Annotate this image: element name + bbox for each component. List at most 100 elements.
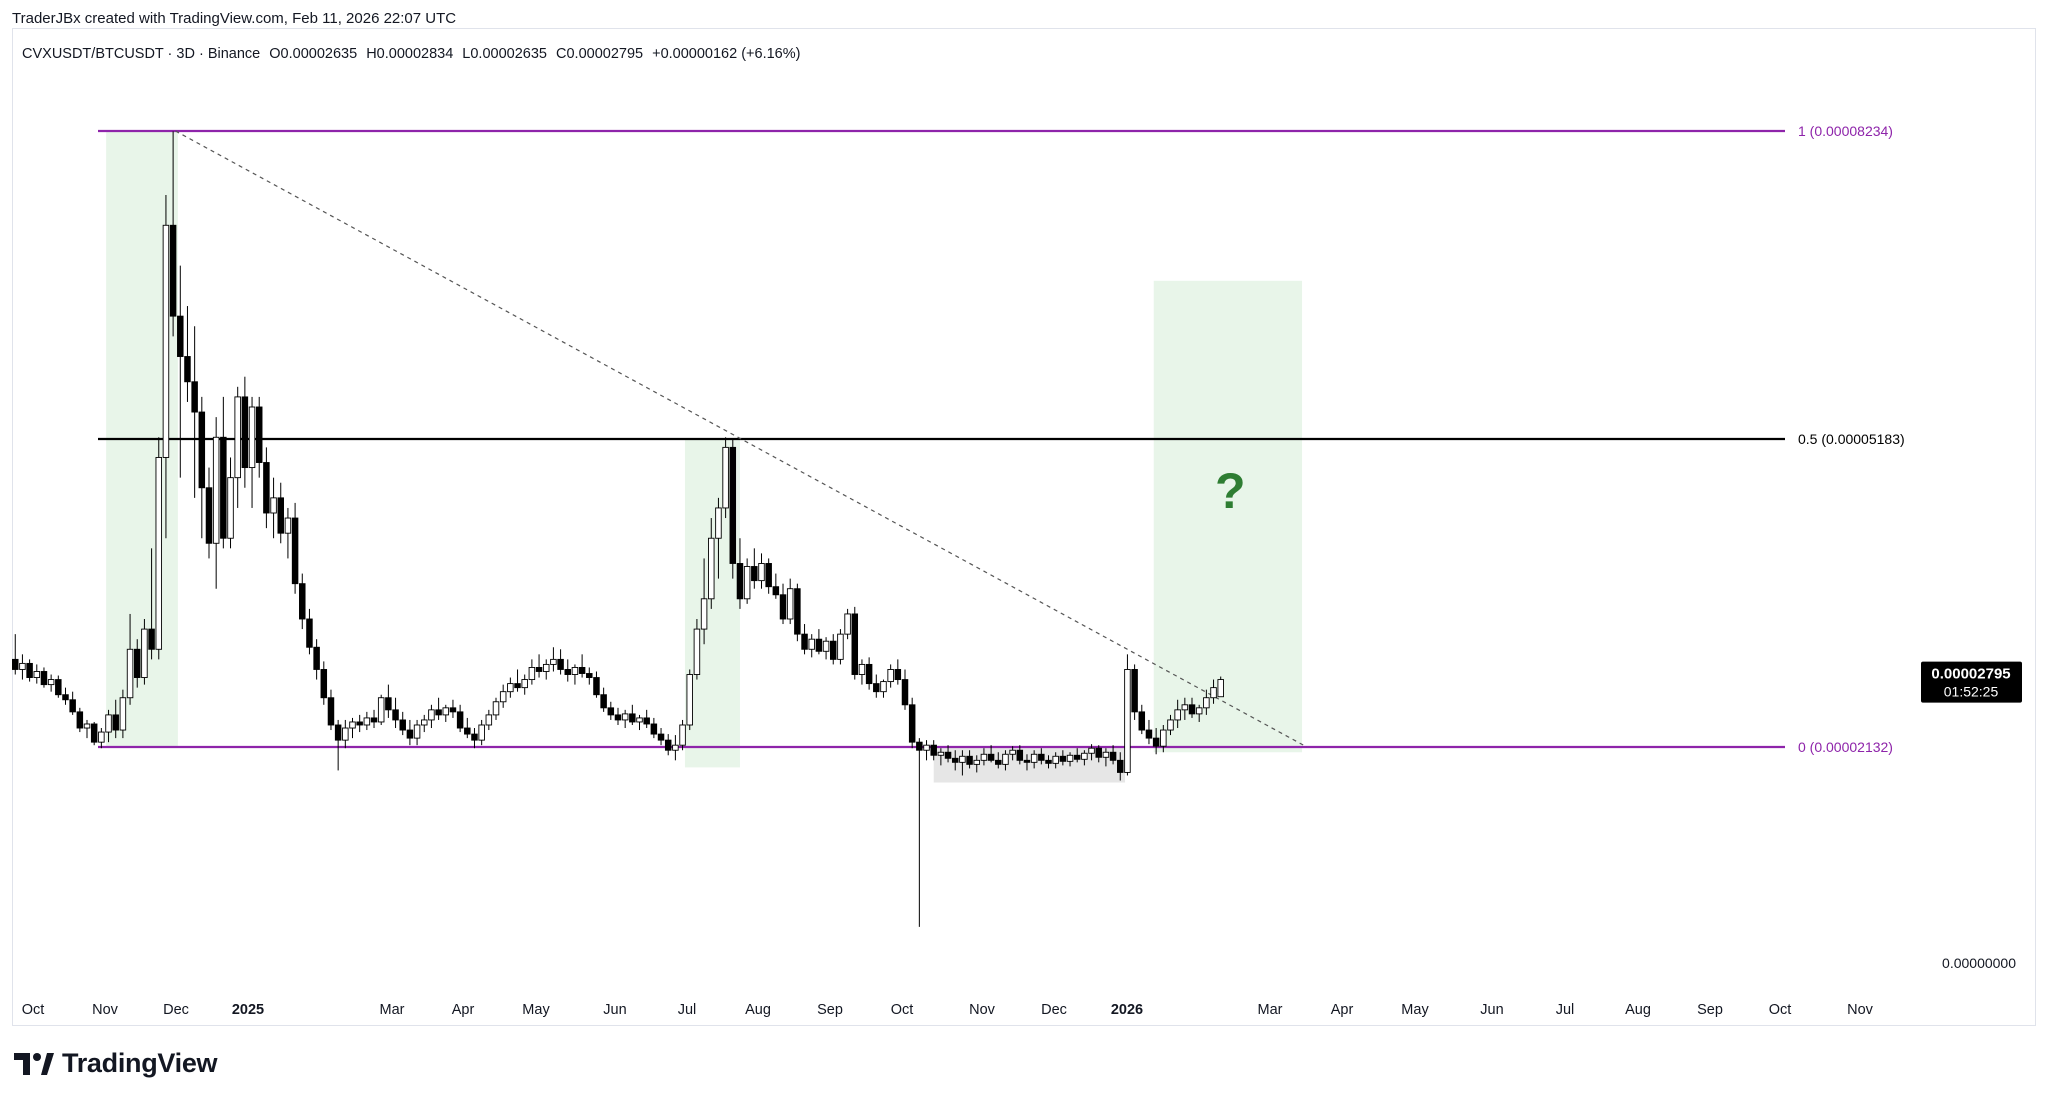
candle xyxy=(98,728,105,749)
candle xyxy=(263,447,270,529)
candle-body xyxy=(1174,709,1181,721)
candle xyxy=(894,659,902,685)
candle xyxy=(33,664,41,684)
candle-body xyxy=(514,683,521,689)
candle-body xyxy=(600,694,607,709)
symbol-info-line: CVXUSDT/BTCUSDT · 3D · Binance O0.000026… xyxy=(22,46,805,62)
candle xyxy=(865,657,873,690)
candle-body xyxy=(320,669,328,699)
candle xyxy=(313,639,320,680)
candle xyxy=(234,386,241,508)
candle-body xyxy=(428,709,435,721)
candle xyxy=(1160,724,1167,753)
last-price-countdown: 01:52:25 xyxy=(1944,684,1999,700)
candle xyxy=(435,697,442,720)
candle-body xyxy=(916,741,923,751)
close-value: C0.00002795 xyxy=(556,46,644,62)
candle-body xyxy=(234,396,241,479)
tradingview-branding[interactable]: TradingView xyxy=(14,1048,218,1079)
candle xyxy=(542,659,550,680)
candle xyxy=(284,507,292,559)
candle xyxy=(643,709,650,729)
candle-body xyxy=(392,709,399,721)
candle-body xyxy=(973,759,981,765)
candle xyxy=(1174,699,1181,729)
candle-body xyxy=(220,436,227,539)
created-by-text: TraderJBx created with TradingView.com, … xyxy=(12,10,457,27)
candle-body xyxy=(40,671,48,686)
candle xyxy=(277,482,284,544)
candle xyxy=(198,396,206,539)
candle-body xyxy=(837,633,844,660)
candle xyxy=(729,439,737,579)
candle-body xyxy=(1109,751,1117,761)
candle xyxy=(1131,664,1138,720)
candle xyxy=(385,684,392,718)
candle-body xyxy=(765,563,772,588)
x-tick-label: Apr xyxy=(1331,1002,1354,1018)
candle-body xyxy=(1023,759,1031,763)
candle xyxy=(320,661,328,705)
candle xyxy=(370,709,378,729)
x-tick-label: Aug xyxy=(1625,1002,1651,1018)
candle-body xyxy=(959,755,966,763)
candle-body xyxy=(464,727,471,735)
candle xyxy=(62,687,69,705)
candle-body xyxy=(90,723,98,743)
candle-body xyxy=(299,583,306,620)
x-tick-label: 2025 xyxy=(232,1002,264,1018)
highlight-zone-3 xyxy=(1153,280,1303,753)
candle xyxy=(499,684,507,708)
candle-body xyxy=(923,744,930,751)
candle xyxy=(492,697,500,720)
candle-body xyxy=(550,658,557,665)
candle-body xyxy=(342,727,349,741)
candle xyxy=(83,719,91,739)
candle-body xyxy=(743,566,751,600)
candle-body xyxy=(614,714,622,721)
symbol-name[interactable]: CVXUSDT/BTCUSDT · 3D · Binance xyxy=(22,46,261,62)
candle xyxy=(916,738,923,927)
candle-body xyxy=(715,507,722,539)
candle-body xyxy=(865,663,873,685)
candle-body xyxy=(1002,753,1009,765)
candle-body xyxy=(1124,669,1131,773)
candle-body xyxy=(449,707,457,713)
candle xyxy=(1002,750,1009,771)
candle-body xyxy=(1066,754,1074,762)
candle xyxy=(614,707,622,725)
candle xyxy=(1195,704,1203,722)
candle xyxy=(456,704,464,733)
candle-body xyxy=(306,618,313,648)
candle-body xyxy=(133,648,141,678)
candle-body xyxy=(564,669,572,675)
candle xyxy=(478,719,485,746)
candle-body xyxy=(363,717,371,726)
x-tick-label: Jul xyxy=(678,1002,697,1018)
candle xyxy=(966,750,973,769)
candle-body xyxy=(1167,719,1174,731)
candle-body xyxy=(1138,711,1146,731)
candle-body xyxy=(1059,755,1067,762)
candle xyxy=(923,740,930,761)
candle-body xyxy=(119,697,127,731)
high-value: H0.00002834 xyxy=(366,46,454,62)
candle-body xyxy=(629,713,636,723)
candle-body xyxy=(1016,749,1024,761)
candle-body xyxy=(270,497,277,514)
candle-body xyxy=(377,697,385,723)
candle xyxy=(162,195,170,539)
candle xyxy=(1052,752,1059,769)
candle xyxy=(291,502,299,594)
candle xyxy=(880,679,887,698)
candle xyxy=(908,697,916,749)
candle-body xyxy=(327,697,335,726)
candle-body xyxy=(779,594,787,620)
candle xyxy=(392,697,399,729)
fib-retracement: 1 (0.00008234) 0.5 (0.00005183) 0 (0.00002… xyxy=(98,123,1905,755)
candle-body xyxy=(794,588,801,635)
candle xyxy=(227,457,234,549)
candle xyxy=(148,548,155,660)
candle-body xyxy=(643,717,650,725)
